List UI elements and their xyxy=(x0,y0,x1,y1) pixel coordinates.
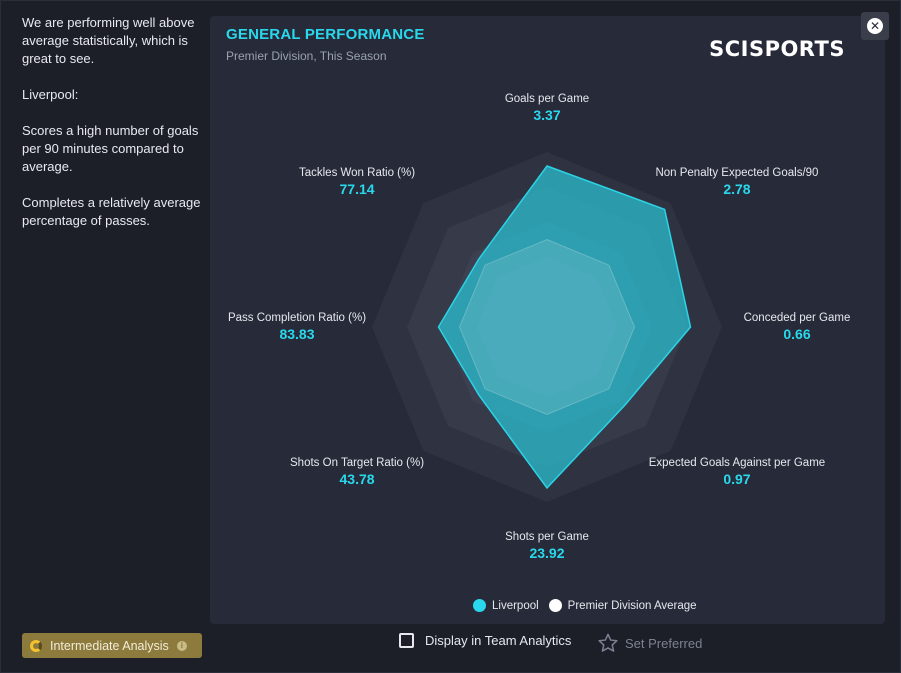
legend-label: Liverpool xyxy=(492,599,539,612)
passing-text: Completes a relatively average percentag… xyxy=(22,195,201,228)
radar-axis-metric: Shots per Game 23.92 xyxy=(432,530,662,562)
star-icon xyxy=(598,633,618,652)
panel-subtitle: Premier Division, This Season xyxy=(226,49,387,63)
metric-value: 77.14 xyxy=(339,181,375,198)
radar-axis-metric: Pass Completion Ratio (%) 83.83 xyxy=(182,311,412,343)
metric-value: 0.66 xyxy=(783,326,811,342)
legend-label: Premier Division Average xyxy=(567,599,697,612)
radar-axis-metric: Non Penalty Expected Goals/90 2.78 xyxy=(622,166,852,198)
metric-label: Conceded per Game xyxy=(743,312,851,324)
series-average-area xyxy=(458,238,636,416)
metric-label: Non Penalty Expected Goals/90 xyxy=(655,167,819,180)
badge-label: Intermediate Analysis xyxy=(50,638,169,653)
metric-label: Goals per Game xyxy=(504,93,590,105)
metric-label: Pass Completion Ratio (%) xyxy=(227,312,367,324)
radar-axis-metric: Expected Goals Against per Game 0.97 xyxy=(622,456,852,488)
metric-label: Shots On Target Ratio (%) xyxy=(290,456,425,469)
set-preferred-label: Set Preferred xyxy=(625,635,703,651)
metric-label: Tackles Won Ratio (%) xyxy=(298,167,416,180)
radar-chart xyxy=(372,152,722,502)
series-liverpool-area xyxy=(437,165,692,490)
metric-label: Shots per Game xyxy=(505,531,589,543)
radar-axis-metric: Conceded per Game 0.66 xyxy=(682,311,901,343)
progress-ring-icon xyxy=(30,639,42,652)
metric-value: 43.78 xyxy=(339,470,375,487)
close-button[interactable]: ✕ xyxy=(861,12,889,40)
radar-axis-metric: Tackles Won Ratio (%) 77.14 xyxy=(242,166,472,198)
legend-item-average: Premier Division Average xyxy=(548,599,697,612)
chart-legend: Liverpool Premier Division Average xyxy=(473,599,707,612)
metric-value: 83.83 xyxy=(279,326,315,342)
strength-text: Scores a high number of goals per 90 min… xyxy=(22,123,199,174)
legend-item-liverpool: Liverpool xyxy=(473,599,539,612)
set-preferred-button[interactable]: Set Preferred xyxy=(597,632,702,654)
panel-title: GENERAL PERFORMANCE xyxy=(226,26,425,43)
summary-text: We are performing well above average sta… xyxy=(22,15,195,66)
close-icon: ✕ xyxy=(867,18,883,34)
metric-value: 0.97 xyxy=(723,470,751,487)
metric-value: 3.37 xyxy=(533,107,561,123)
team-analytics-toggle[interactable]: Display in Team Analytics xyxy=(399,633,571,648)
legend-swatch xyxy=(473,599,486,612)
team-name: Liverpool: xyxy=(22,87,79,102)
metric-value: 23.92 xyxy=(529,545,565,561)
scisports-logo: SCISPORTS xyxy=(709,37,845,61)
analysis-sidebar: We are performing well above average sta… xyxy=(22,14,204,248)
team-analytics-label: Display in Team Analytics xyxy=(425,633,572,648)
metric-value: 2.78 xyxy=(723,181,751,198)
metric-label: Expected Goals Against per Game xyxy=(648,456,826,469)
legend-swatch xyxy=(548,599,562,612)
radar-axis-metric: Goals per Game 3.37 xyxy=(432,92,662,124)
team-analytics-checkbox[interactable] xyxy=(399,633,414,648)
analysis-level-badge[interactable]: Intermediate Analysis i xyxy=(22,633,202,658)
radar-axis-metric: Shots On Target Ratio (%) 43.78 xyxy=(242,456,472,488)
info-icon[interactable]: i xyxy=(176,640,187,651)
